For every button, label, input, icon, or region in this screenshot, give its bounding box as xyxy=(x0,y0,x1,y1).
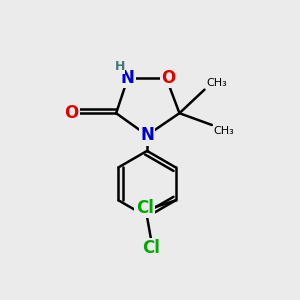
Text: Cl: Cl xyxy=(136,199,154,217)
Text: N: N xyxy=(140,126,154,144)
Text: Cl: Cl xyxy=(142,239,160,257)
Text: N: N xyxy=(121,69,135,87)
Text: O: O xyxy=(64,104,78,122)
Text: O: O xyxy=(161,69,176,87)
Text: CH₃: CH₃ xyxy=(213,126,234,136)
Text: CH₃: CH₃ xyxy=(206,78,227,88)
Text: H: H xyxy=(115,60,125,73)
